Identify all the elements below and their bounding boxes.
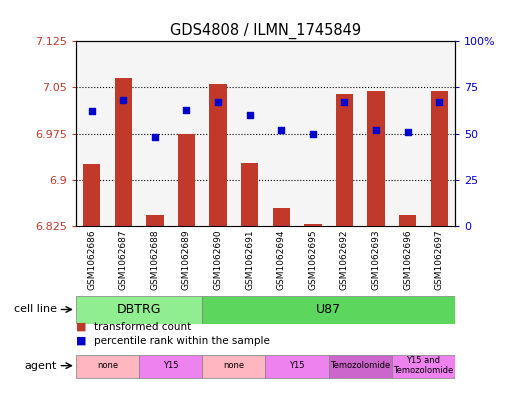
Bar bbox=[336, 94, 353, 226]
Text: Y15: Y15 bbox=[289, 361, 305, 370]
Text: GSM1062693: GSM1062693 bbox=[371, 230, 381, 290]
Text: none: none bbox=[223, 361, 244, 370]
Text: U87: U87 bbox=[316, 303, 341, 316]
Text: transformed count: transformed count bbox=[94, 322, 191, 332]
Bar bbox=[304, 224, 322, 226]
Point bbox=[309, 130, 317, 137]
Point bbox=[87, 108, 96, 115]
Bar bbox=[392, 355, 455, 378]
Text: GSM1062691: GSM1062691 bbox=[245, 230, 254, 290]
Bar bbox=[139, 355, 202, 378]
Point bbox=[119, 97, 128, 103]
Text: GSM1062692: GSM1062692 bbox=[340, 230, 349, 290]
Text: GSM1062686: GSM1062686 bbox=[87, 230, 96, 290]
Point bbox=[340, 99, 349, 105]
Bar bbox=[76, 296, 202, 324]
Point bbox=[435, 99, 444, 105]
Text: Temozolomide: Temozolomide bbox=[330, 361, 390, 370]
Point bbox=[372, 127, 380, 133]
Bar bbox=[146, 215, 164, 226]
Bar bbox=[399, 215, 416, 226]
Text: ■: ■ bbox=[76, 322, 86, 332]
Bar bbox=[76, 355, 139, 378]
Bar bbox=[202, 355, 266, 378]
Bar bbox=[209, 84, 226, 226]
Bar bbox=[430, 90, 448, 226]
Bar bbox=[115, 78, 132, 226]
Text: cell line: cell line bbox=[14, 305, 57, 314]
Bar bbox=[272, 208, 290, 226]
Bar bbox=[328, 355, 392, 378]
Text: GSM1062695: GSM1062695 bbox=[309, 230, 317, 290]
Text: GSM1062687: GSM1062687 bbox=[119, 230, 128, 290]
Point bbox=[277, 127, 286, 133]
Text: GSM1062697: GSM1062697 bbox=[435, 230, 444, 290]
Text: GSM1062688: GSM1062688 bbox=[150, 230, 160, 290]
Title: GDS4808 / ILMN_1745849: GDS4808 / ILMN_1745849 bbox=[170, 22, 361, 39]
Text: GSM1062689: GSM1062689 bbox=[182, 230, 191, 290]
Bar bbox=[266, 355, 328, 378]
Text: GSM1062696: GSM1062696 bbox=[403, 230, 412, 290]
Point bbox=[182, 107, 190, 113]
Bar bbox=[83, 164, 100, 226]
Point bbox=[403, 129, 412, 135]
Text: agent: agent bbox=[25, 361, 57, 371]
Point bbox=[245, 112, 254, 118]
Text: none: none bbox=[97, 361, 118, 370]
Text: GSM1062690: GSM1062690 bbox=[213, 230, 222, 290]
Point bbox=[214, 99, 222, 105]
Text: GSM1062694: GSM1062694 bbox=[277, 230, 286, 290]
Text: Y15: Y15 bbox=[163, 361, 178, 370]
Bar bbox=[367, 90, 385, 226]
Bar bbox=[241, 163, 258, 226]
Text: DBTRG: DBTRG bbox=[117, 303, 161, 316]
Bar bbox=[178, 134, 195, 226]
Text: Y15 and
Temozolomide: Y15 and Temozolomide bbox=[393, 356, 453, 375]
Point bbox=[151, 134, 159, 140]
Text: percentile rank within the sample: percentile rank within the sample bbox=[94, 336, 270, 345]
Bar bbox=[202, 296, 455, 324]
Text: ■: ■ bbox=[76, 336, 86, 345]
